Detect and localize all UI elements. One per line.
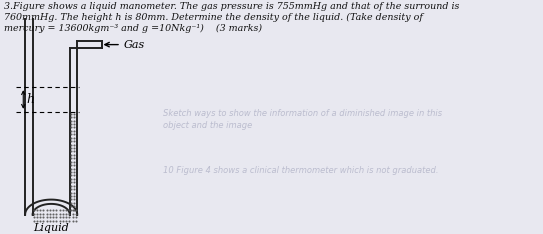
Text: Gas: Gas <box>124 40 145 50</box>
Text: mercury = 13600kgm⁻³ and g =10Nkg⁻¹)    (3 marks): mercury = 13600kgm⁻³ and g =10Nkg⁻¹) (3 … <box>4 24 262 33</box>
Text: Liquid: Liquid <box>33 223 69 233</box>
Text: Sketch ways to show the information of a diminished image in this: Sketch ways to show the information of a… <box>163 109 442 118</box>
Text: 10 Figure 4 shows a clinical thermometer which is not graduated.: 10 Figure 4 shows a clinical thermometer… <box>163 166 438 175</box>
Text: 3.Figure shows a liquid manometer. The gas pressure is 755mmHg and that of the s: 3.Figure shows a liquid manometer. The g… <box>4 2 459 11</box>
Text: 760mmHg. The height h is 80mm. Determine the density of the liquid. (Take densit: 760mmHg. The height h is 80mm. Determine… <box>4 13 422 22</box>
Text: h: h <box>26 93 34 106</box>
Text: object and the image: object and the image <box>163 121 252 130</box>
